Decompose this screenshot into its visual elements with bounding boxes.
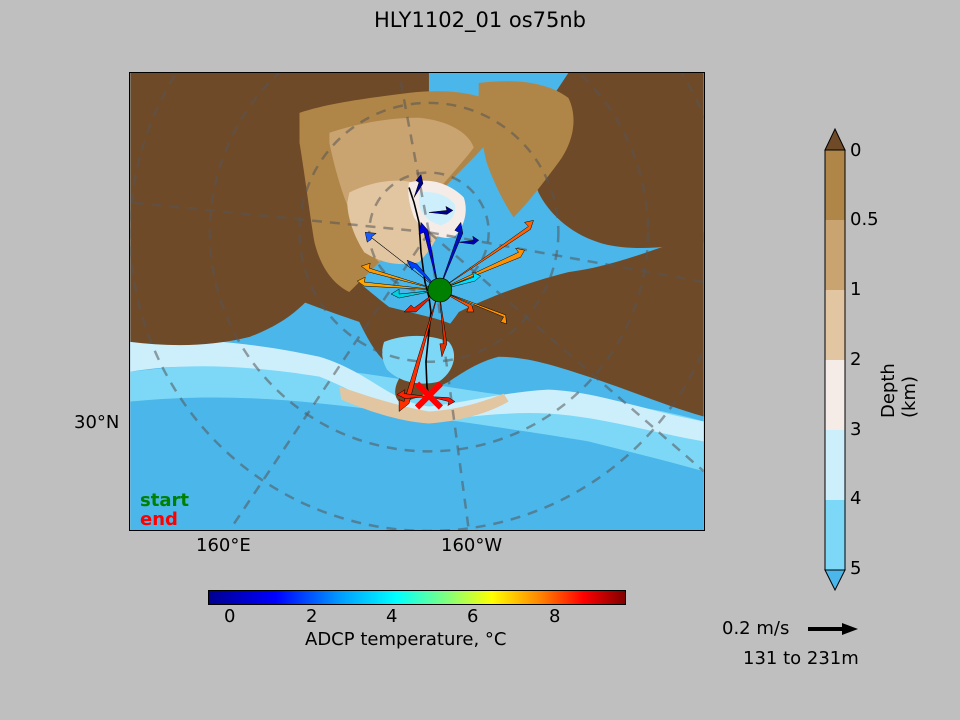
velocity-arrow — [458, 235, 480, 245]
depth-band — [825, 500, 845, 570]
scale-speed-label: 0.2 m/s — [722, 618, 790, 639]
aleutian-shelf — [339, 386, 509, 424]
velocity-arrow — [438, 289, 507, 325]
velocity-arrow — [438, 220, 534, 291]
graticule-meridian-c — [228, 231, 430, 530]
velocity-arrow — [438, 221, 464, 291]
depth-colorbar — [824, 128, 846, 592]
graticule-circle-60 — [208, 73, 650, 453]
temperature-tick: 6 — [467, 606, 479, 627]
chart-title: HLY1102_01 os75nb — [373, 8, 587, 32]
land-mass-russia-fareast — [130, 222, 469, 372]
map-panel — [129, 72, 705, 531]
land-mass-canada — [534, 73, 704, 248]
temperature-tick: 0 — [224, 606, 236, 627]
velocity-arrow — [403, 289, 440, 313]
end-marker — [414, 381, 444, 410]
graticule-meridian-e — [428, 231, 704, 473]
velocity-arrow — [413, 174, 424, 198]
scale-arrow-icon — [808, 623, 858, 635]
velocity-arrow — [356, 276, 439, 291]
temperature-tick: 2 — [306, 606, 318, 627]
depth-tick: 0 — [850, 140, 862, 161]
latitude-label: 30°N — [74, 412, 120, 433]
start-marker — [427, 277, 453, 303]
depth-band — [825, 290, 845, 360]
end-legend-label: end — [140, 509, 178, 530]
temperature-colorbar-label: ADCP temperature, °C — [305, 629, 507, 650]
velocity-arrow — [418, 221, 440, 291]
depth-colorbar-label: Depth (km) — [878, 363, 920, 418]
graticule-meridian-d — [427, 232, 471, 530]
scale-depth-range-label: 131 to 231m — [743, 648, 859, 669]
depth-colorbar-bottom-extend — [824, 569, 846, 592]
velocity-arrow — [364, 232, 440, 291]
velocity-arrow — [360, 262, 439, 291]
temperature-tick: 8 — [549, 606, 561, 627]
depth-colorbar-top-extend — [824, 128, 846, 151]
velocity-arrow — [438, 247, 525, 291]
land-greenland-belt — [478, 81, 574, 218]
depth-tick: 2 — [850, 349, 862, 370]
depth-band — [825, 150, 845, 220]
depth-band — [825, 360, 845, 430]
depth-tick: 0.5 — [850, 209, 879, 230]
depth-tick: 1 — [850, 279, 862, 300]
depth-band — [825, 220, 845, 290]
velocity-arrow — [428, 396, 456, 407]
velocity-arrow — [438, 289, 475, 313]
velocity-arrow — [438, 290, 448, 358]
depth-band — [825, 430, 845, 500]
velocity-arrow — [390, 288, 439, 299]
shallow-shelf — [130, 339, 704, 442]
depth-tick: 4 — [850, 488, 862, 509]
temperature-colorbar — [208, 590, 626, 605]
graticule-circle-70 — [298, 101, 560, 363]
velocity-arrow — [438, 271, 482, 291]
graticule-meridian-a — [130, 201, 430, 234]
temperature-tick: 4 — [386, 606, 398, 627]
land-mass-alaska — [395, 232, 704, 417]
start-legend-label: start — [140, 490, 189, 511]
longitude-label-160e: 160°E — [196, 535, 251, 556]
arctic-shallow — [418, 191, 456, 226]
depth-tick: 3 — [850, 419, 862, 440]
velocity-arrow — [428, 205, 454, 215]
velocity-arrow — [398, 289, 440, 413]
mid-ocean-band — [130, 364, 704, 472]
depth-tick: 5 — [850, 558, 862, 579]
velocity-arrow — [396, 389, 429, 399]
graticule-meridian-f — [397, 73, 431, 233]
longitude-label-160w: 160°W — [441, 535, 503, 556]
